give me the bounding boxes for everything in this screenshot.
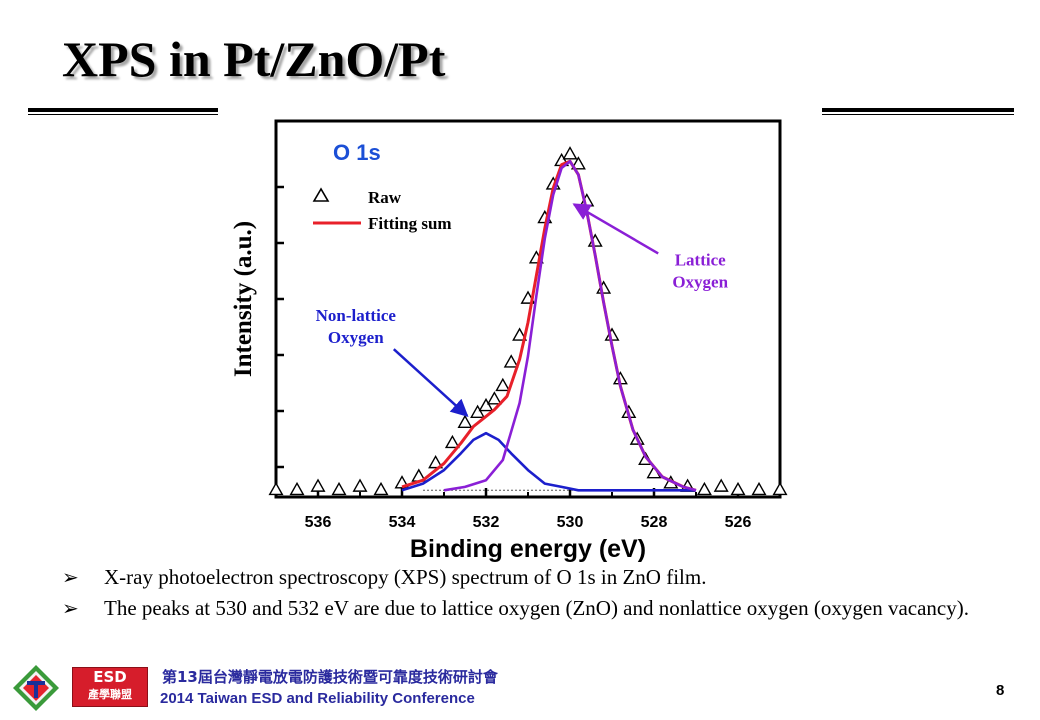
badge-bottom-text: 產學聯盟 — [88, 688, 132, 701]
raw-data-point — [495, 377, 511, 392]
raw-data-point — [570, 156, 586, 170]
raw-data-point — [428, 455, 444, 469]
legend-fitting-label: Fitting sum — [368, 214, 452, 233]
x-tick-label: 526 — [725, 514, 752, 531]
annotation-nonlattice-line1: Non-lattice — [316, 306, 397, 325]
conference-logo-icon — [13, 665, 59, 711]
badge-top-text: ESD — [93, 668, 127, 686]
x-axis-label: Binding energy (eV) — [410, 535, 646, 562]
legend-raw-label: Raw — [368, 188, 402, 207]
raw-data-point — [478, 397, 494, 412]
raw-data-point — [331, 481, 347, 496]
bullet-list: ➢ X-ray photoelectron spectroscopy (XPS) … — [60, 562, 1020, 624]
raw-data-point — [486, 391, 502, 405]
raw-data-point — [772, 481, 788, 496]
bullet-item-1: ➢ X-ray photoelectron spectroscopy (XPS) … — [60, 562, 1020, 593]
x-tick-label: 532 — [473, 514, 500, 531]
raw-data-point — [470, 404, 486, 418]
annotation-lattice-line2: Oxygen — [672, 272, 728, 291]
annotation-nonlattice-arrow — [392, 348, 469, 417]
raw-data-point — [503, 354, 519, 368]
conference-name-cn: 第13屆台灣靜電放電防護技術暨可靠度技術研討會 — [162, 668, 498, 686]
raw-data-point — [373, 481, 389, 496]
x-tick-label: 536 — [305, 514, 332, 531]
conference-name-en: 2014 Taiwan ESD and Reliability Conferen… — [160, 690, 475, 707]
annotation-lattice-arrow — [572, 203, 659, 255]
esd-alliance-badge: ESD 產學聯盟 — [72, 667, 148, 707]
bullet-text-1: X-ray photoelectron spectroscopy (XPS) s… — [104, 565, 707, 589]
raw-data-point — [713, 478, 729, 492]
raw-data-point — [268, 481, 284, 496]
raw-data-point — [457, 414, 473, 429]
page-number: 8 — [996, 682, 1005, 699]
x-tick-label: 530 — [557, 514, 584, 531]
annotation-nonlattice-line2: Oxygen — [328, 328, 384, 347]
title-underline-left-thin — [28, 114, 218, 115]
non-lattice-oxygen-line — [401, 431, 696, 492]
bullet-arrow-icon: ➢ — [62, 598, 79, 620]
y-axis-label: Intensity (a.u.) — [230, 221, 257, 377]
raw-data-point — [352, 478, 368, 492]
bullet-item-2: ➢ The peaks at 530 and 532 eV are due to … — [60, 593, 1020, 624]
raw-data-point — [751, 481, 767, 496]
legend-raw-marker — [312, 187, 330, 202]
raw-data-point — [696, 481, 712, 496]
bullet-arrow-icon: ➢ — [62, 567, 79, 589]
raw-data-point — [444, 434, 460, 449]
raw-data-point — [562, 146, 578, 160]
raw-data-point — [512, 327, 528, 341]
chart-title: O 1s — [333, 140, 381, 165]
raw-data-point — [289, 481, 305, 496]
bullet-text-2: The peaks at 530 and 532 eV are due to l… — [104, 596, 969, 620]
raw-data-point — [310, 478, 326, 492]
xps-o1s-chart: 536 534 532 530 528 526 O 1s Raw Fitting sum Latt… — [230, 119, 788, 562]
title-underline-right — [822, 108, 1014, 112]
title-underline-right-thin — [822, 114, 1014, 115]
slide-title: XPS in Pt/ZnO/Pt — [62, 31, 446, 87]
lattice-oxygen-line — [443, 160, 697, 492]
annotation-lattice-line1: Lattice — [675, 250, 726, 269]
x-tick-label: 528 — [641, 514, 668, 531]
x-tick-label: 534 — [389, 514, 416, 531]
raw-data-point — [730, 481, 746, 496]
title-underline-left — [28, 108, 218, 112]
